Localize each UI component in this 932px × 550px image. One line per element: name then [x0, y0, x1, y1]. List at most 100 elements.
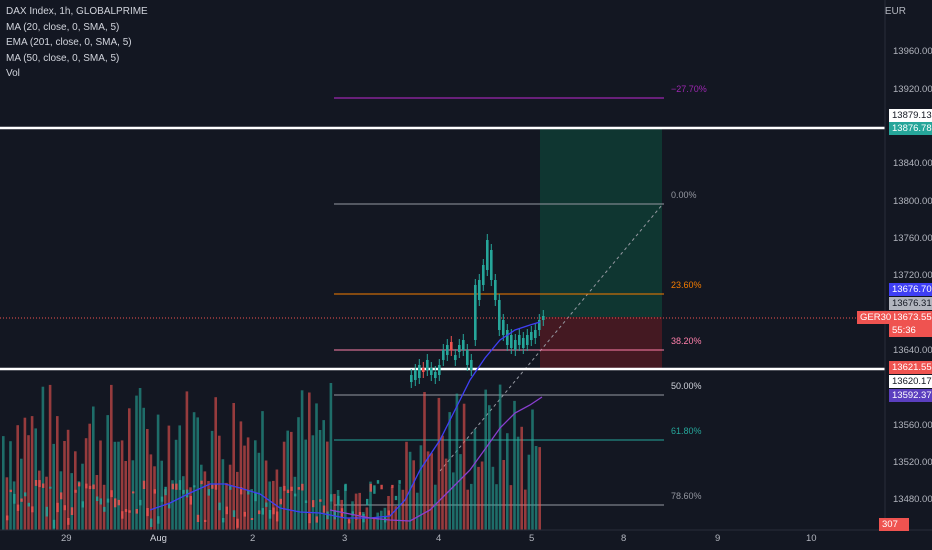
volume-bar	[200, 464, 203, 530]
price-tick: 13760.00	[893, 233, 932, 244]
candle-body	[110, 490, 113, 498]
volume-bar	[282, 441, 286, 530]
candle-body	[542, 316, 545, 320]
candle-body	[9, 489, 12, 493]
candle-body	[117, 499, 120, 506]
volume-bar	[524, 489, 527, 530]
volume-bars	[2, 383, 541, 530]
volume-bar	[264, 460, 268, 530]
candle-body	[326, 511, 329, 520]
volume-bar	[268, 481, 271, 530]
volume-bar	[207, 481, 210, 530]
volume-bar	[376, 512, 379, 530]
volume-bar	[311, 435, 315, 530]
volume-bar	[23, 417, 27, 530]
candle-body	[146, 508, 149, 517]
volume-bar	[416, 492, 419, 530]
candle-body	[304, 500, 308, 503]
candle-body	[510, 335, 513, 348]
volume-bar	[182, 476, 185, 530]
candle-body	[114, 498, 117, 508]
candle-body	[70, 507, 74, 515]
volume-bar	[214, 397, 217, 530]
candle-body	[301, 483, 304, 491]
last-price-badge[interactable]: 13676.31	[889, 297, 932, 310]
candle-body	[20, 498, 23, 502]
level-top-badge[interactable]: 13879.13	[889, 109, 932, 122]
candle-body	[24, 492, 27, 497]
stop-badge[interactable]: 13621.55	[889, 361, 932, 374]
candle-body	[312, 500, 315, 508]
candle-body	[196, 514, 200, 522]
volume-bar	[113, 441, 117, 530]
volume-bar	[452, 472, 455, 530]
ma-purple-badge[interactable]: 13592.37	[889, 389, 932, 402]
volume-bar	[300, 390, 304, 530]
fib-label-3820: 38.20%	[671, 336, 702, 346]
price-tick: 13560.00	[893, 420, 932, 431]
candle-body	[283, 485, 286, 491]
candle-body	[348, 519, 351, 524]
candle-body	[232, 510, 236, 517]
legend-vol[interactable]: Vol	[6, 68, 20, 79]
current-price-badge[interactable]: 13673.55	[889, 311, 932, 324]
candle-body	[276, 511, 279, 522]
time-tick: 2	[250, 533, 256, 544]
time-tick: 9	[715, 533, 721, 544]
fib-label-50: 50.00%	[671, 381, 702, 391]
legend-ma50[interactable]: MA (50, close, 0, SMA, 5)	[6, 52, 120, 64]
candle-body	[60, 492, 63, 500]
volume-bar	[232, 403, 235, 530]
candle-body	[38, 480, 41, 488]
volume-bar	[131, 460, 135, 530]
volume-bar	[153, 466, 156, 530]
time-tick: 5	[529, 533, 535, 544]
volume-bar	[394, 506, 397, 530]
volume-bar	[41, 386, 45, 530]
volume-bar	[466, 489, 469, 530]
candle-body	[218, 502, 221, 511]
volume-bar	[484, 389, 487, 530]
volume-bar	[95, 475, 99, 530]
fib-label-786: 78.60%	[671, 491, 702, 501]
candle-body	[438, 365, 441, 375]
candle-body	[530, 332, 533, 340]
ma-blue-badge[interactable]: 13676.70	[889, 283, 932, 296]
candle-body	[27, 502, 30, 507]
level-bottom-badge[interactable]: 13620.17	[889, 375, 932, 388]
stop-zone[interactable]	[540, 317, 662, 368]
candle-body	[121, 511, 124, 519]
volume-bar	[516, 436, 520, 530]
legend-ema201[interactable]: EMA (201, close, 0, SMA, 5)	[6, 37, 132, 48]
volume-bar	[405, 441, 408, 530]
volume-bar	[290, 431, 293, 530]
target-badge[interactable]: 13876.78	[889, 122, 932, 135]
candle-body	[351, 511, 354, 516]
candle-body	[67, 518, 70, 525]
candle-body	[486, 240, 489, 270]
candle-body	[200, 480, 203, 485]
fib-label-neg2770: −27.70%	[671, 84, 707, 94]
currency-label[interactable]: EUR	[884, 6, 906, 17]
candle-body	[132, 491, 135, 494]
target-zone[interactable]	[540, 129, 662, 317]
legend-ma20[interactable]: MA (20, close, 0, SMA, 5)	[6, 21, 120, 33]
volume-bar	[210, 430, 214, 530]
legend-symbol[interactable]: DAX Index, 1h, GLOBALPRIME	[6, 6, 148, 17]
candle-body	[322, 505, 326, 513]
candle-body	[265, 502, 268, 507]
volume-bar	[448, 412, 451, 530]
volume-bar	[358, 492, 361, 530]
volume-bar	[5, 477, 9, 530]
volume-bar	[477, 466, 480, 530]
time-tick: Aug	[150, 533, 167, 544]
volume-bar	[110, 384, 113, 530]
candle-body	[211, 484, 214, 489]
candle-body	[414, 370, 417, 380]
candle-body	[474, 285, 477, 340]
candle-body	[446, 345, 449, 355]
candle-body	[157, 516, 160, 524]
volume-bar	[77, 481, 81, 530]
symbol-tag[interactable]: GER30	[857, 311, 895, 324]
